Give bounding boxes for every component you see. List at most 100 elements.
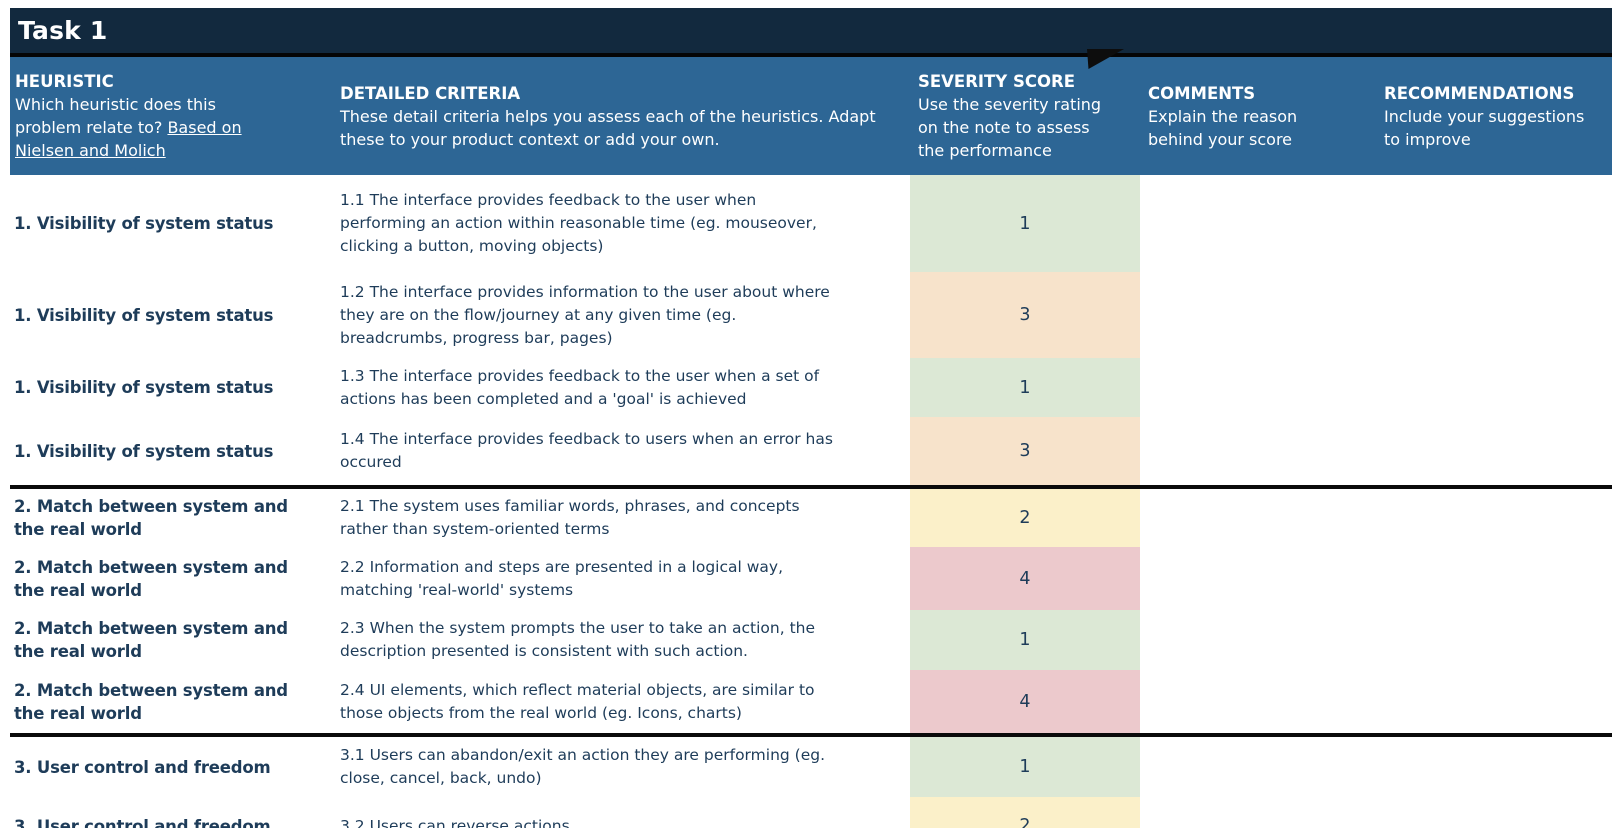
table-row: 3. User control and freedom 3.2 Users ca… — [10, 797, 1612, 828]
criteria-text: 2.1 The system uses familiar words, phra… — [340, 497, 800, 538]
header-severity-subtitle: Use the severity rating on the note to a… — [918, 95, 1102, 160]
header-comments-subtitle: Explain the reason behind your score — [1148, 106, 1298, 149]
heuristic-label: 3. User control and freedom — [14, 757, 271, 777]
heuristic-label: 1. Visibility of system status — [14, 378, 274, 397]
table-row: 1. Visibility of system status 1.4 The i… — [10, 417, 1612, 485]
criteria-text: 1.3 The interface provides feedback to t… — [340, 366, 820, 408]
heuristic-label: 2. Match between system and the real wor… — [14, 619, 288, 661]
severity-score-cell[interactable]: 1 — [910, 737, 1140, 797]
severity-score-value: 1 — [1019, 757, 1031, 777]
severity-score-value: 4 — [1019, 568, 1031, 589]
severity-score-value: 1 — [1019, 377, 1031, 398]
severity-score-cell[interactable]: 3 — [910, 417, 1140, 485]
severity-score-cell[interactable]: 4 — [910, 670, 1140, 733]
header-recommendations-title: RECOMMENDATIONS — [1384, 83, 1575, 103]
header-heuristic-title: HEURISTIC — [15, 72, 114, 91]
header-severity-title: SEVERITY SCORE — [918, 72, 1075, 91]
header-criteria-subtitle: These detail criteria helps you assess e… — [340, 106, 876, 149]
comments-cell[interactable] — [1140, 610, 1382, 670]
group-divider — [10, 485, 1612, 489]
criteria-cell: 3.1 Users can abandon/exit an action the… — [336, 737, 910, 797]
heuristic-cell: 1. Visibility of system status — [10, 417, 336, 485]
heuristic-label: 3. User control and freedom — [14, 816, 271, 828]
recommendations-cell[interactable] — [1382, 670, 1612, 733]
heuristic-label: 2. Match between system and the real wor… — [14, 680, 288, 723]
heuristic-label: 1. Visibility of system status — [14, 214, 274, 233]
recommendations-cell[interactable] — [1382, 610, 1612, 670]
severity-score-cell[interactable]: 2 — [910, 797, 1140, 828]
heuristic-cell: 2. Match between system and the real wor… — [10, 610, 336, 670]
criteria-text: 2.3 When the system prompts the user to … — [340, 619, 816, 660]
comments-cell[interactable] — [1140, 358, 1382, 417]
criteria-cell: 1.4 The interface provides feedback to u… — [336, 417, 910, 485]
severity-score-cell[interactable]: 2 — [910, 489, 1140, 547]
header-heuristic: HEURISTIC Which heuristic does this prob… — [10, 57, 336, 175]
table-row: 3. User control and freedom 3.1 Users ca… — [10, 737, 1612, 797]
header-comments: COMMENTS Explain the reason behind your … — [1140, 57, 1382, 175]
heuristic-cell: 1. Visibility of system status — [10, 272, 336, 358]
comments-cell[interactable] — [1140, 547, 1382, 610]
severity-score-value: 1 — [1019, 630, 1031, 650]
criteria-cell: 1.3 The interface provides feedback to t… — [336, 358, 910, 417]
severity-score-cell[interactable]: 1 — [910, 175, 1140, 272]
heuristic-cell: 2. Match between system and the real wor… — [10, 670, 336, 733]
criteria-text: 3.1 Users can abandon/exit an action the… — [340, 746, 826, 787]
heuristic-cell: 2. Match between system and the real wor… — [10, 489, 336, 547]
recommendations-cell[interactable] — [1382, 547, 1612, 610]
heuristic-label: 1. Visibility of system status — [14, 441, 274, 461]
recommendations-cell[interactable] — [1382, 737, 1612, 797]
header-recommendations: RECOMMENDATIONS Include your suggestions… — [1382, 57, 1612, 175]
severity-score-value: 3 — [1019, 305, 1031, 325]
heuristic-label: 2. Match between system and the real wor… — [14, 557, 288, 600]
criteria-cell: 1.1 The interface provides feedback to t… — [336, 175, 910, 272]
header-criteria-title: DETAILED CRITERIA — [340, 83, 521, 103]
criteria-cell: 2.2 Information and steps are presented … — [336, 547, 910, 610]
table-row: 1. Visibility of system status 1.2 The i… — [10, 272, 1612, 358]
recommendations-cell[interactable] — [1382, 358, 1612, 417]
criteria-cell: 2.1 The system uses familiar words, phra… — [336, 489, 910, 547]
comments-cell[interactable] — [1140, 272, 1382, 358]
severity-score-value: 1 — [1019, 213, 1031, 234]
recommendations-cell[interactable] — [1382, 797, 1612, 828]
severity-score-value: 4 — [1019, 691, 1031, 712]
heuristic-cell: 3. User control and freedom — [10, 797, 336, 828]
criteria-text: 2.4 UI elements, which reflect material … — [340, 680, 815, 722]
comments-cell[interactable] — [1140, 797, 1382, 828]
table-row: 2. Match between system and the real wor… — [10, 489, 1612, 547]
severity-score-cell[interactable]: 4 — [910, 547, 1140, 610]
comments-cell[interactable] — [1140, 670, 1382, 733]
heuristic-cell: 1. Visibility of system status — [10, 175, 336, 272]
criteria-text: 2.2 Information and steps are presented … — [340, 557, 784, 599]
task-title: Task 1 — [18, 16, 108, 45]
recommendations-cell[interactable] — [1382, 417, 1612, 485]
recommendations-cell[interactable] — [1382, 489, 1612, 547]
comments-cell[interactable] — [1140, 489, 1382, 547]
recommendations-cell[interactable] — [1382, 272, 1612, 358]
criteria-text: 1.1 The interface provides feedback to t… — [340, 191, 817, 255]
recommendations-cell[interactable] — [1382, 175, 1612, 272]
comments-cell[interactable] — [1140, 417, 1382, 485]
table-body: 1. Visibility of system status 1.1 The i… — [10, 175, 1612, 828]
nielsen-molich-link[interactable]: Based on Nielsen and Molich — [15, 118, 242, 160]
severity-score-value: 3 — [1019, 441, 1031, 461]
group-divider — [10, 733, 1612, 737]
severity-score-cell[interactable]: 1 — [910, 610, 1140, 670]
criteria-text: 1.2 The interface provides information t… — [340, 282, 830, 347]
comments-cell[interactable] — [1140, 737, 1382, 797]
header-heuristic-subtitle: Which heuristic does this problem relate… — [15, 93, 267, 162]
table-header-row: HEURISTIC Which heuristic does this prob… — [10, 57, 1612, 175]
table-row: 1. Visibility of system status 1.1 The i… — [10, 175, 1612, 272]
severity-score-value: 2 — [1019, 508, 1031, 528]
criteria-cell: 2.4 UI elements, which reflect material … — [336, 670, 910, 733]
severity-score-cell[interactable]: 1 — [910, 358, 1140, 417]
heuristic-cell: 1. Visibility of system status — [10, 358, 336, 417]
header-severity-score: SEVERITY SCORE Use the severity rating o… — [910, 57, 1140, 175]
criteria-cell: 1.2 The interface provides information t… — [336, 272, 910, 358]
header-recommendations-subtitle: Include your suggestions to improve — [1384, 106, 1585, 149]
heuristic-label: 2. Match between system and the real wor… — [14, 497, 288, 539]
severity-score-cell[interactable]: 3 — [910, 272, 1140, 358]
table-row: 2. Match between system and the real wor… — [10, 610, 1612, 670]
severity-score-value: 2 — [1019, 816, 1031, 828]
comments-cell[interactable] — [1140, 175, 1382, 272]
criteria-cell: 2.3 When the system prompts the user to … — [336, 610, 910, 670]
